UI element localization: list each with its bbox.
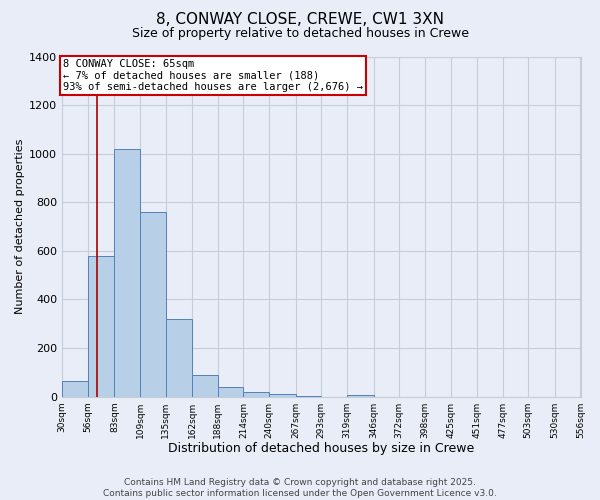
X-axis label: Distribution of detached houses by size in Crewe: Distribution of detached houses by size … — [168, 442, 475, 455]
Bar — [218, 387, 244, 396]
Bar — [62, 381, 88, 396]
Bar — [115, 149, 140, 396]
Bar — [244, 392, 269, 396]
Text: 8 CONWAY CLOSE: 65sqm
← 7% of detached houses are smaller (188)
93% of semi-deta: 8 CONWAY CLOSE: 65sqm ← 7% of detached h… — [63, 59, 363, 92]
Bar — [88, 256, 115, 396]
Text: 8, CONWAY CLOSE, CREWE, CW1 3XN: 8, CONWAY CLOSE, CREWE, CW1 3XN — [156, 12, 444, 28]
Bar — [269, 394, 296, 396]
Text: Contains HM Land Registry data © Crown copyright and database right 2025.
Contai: Contains HM Land Registry data © Crown c… — [103, 478, 497, 498]
Text: Size of property relative to detached houses in Crewe: Size of property relative to detached ho… — [131, 28, 469, 40]
Y-axis label: Number of detached properties: Number of detached properties — [15, 139, 25, 314]
Bar — [140, 212, 166, 396]
Bar — [166, 319, 192, 396]
Bar — [192, 375, 218, 396]
